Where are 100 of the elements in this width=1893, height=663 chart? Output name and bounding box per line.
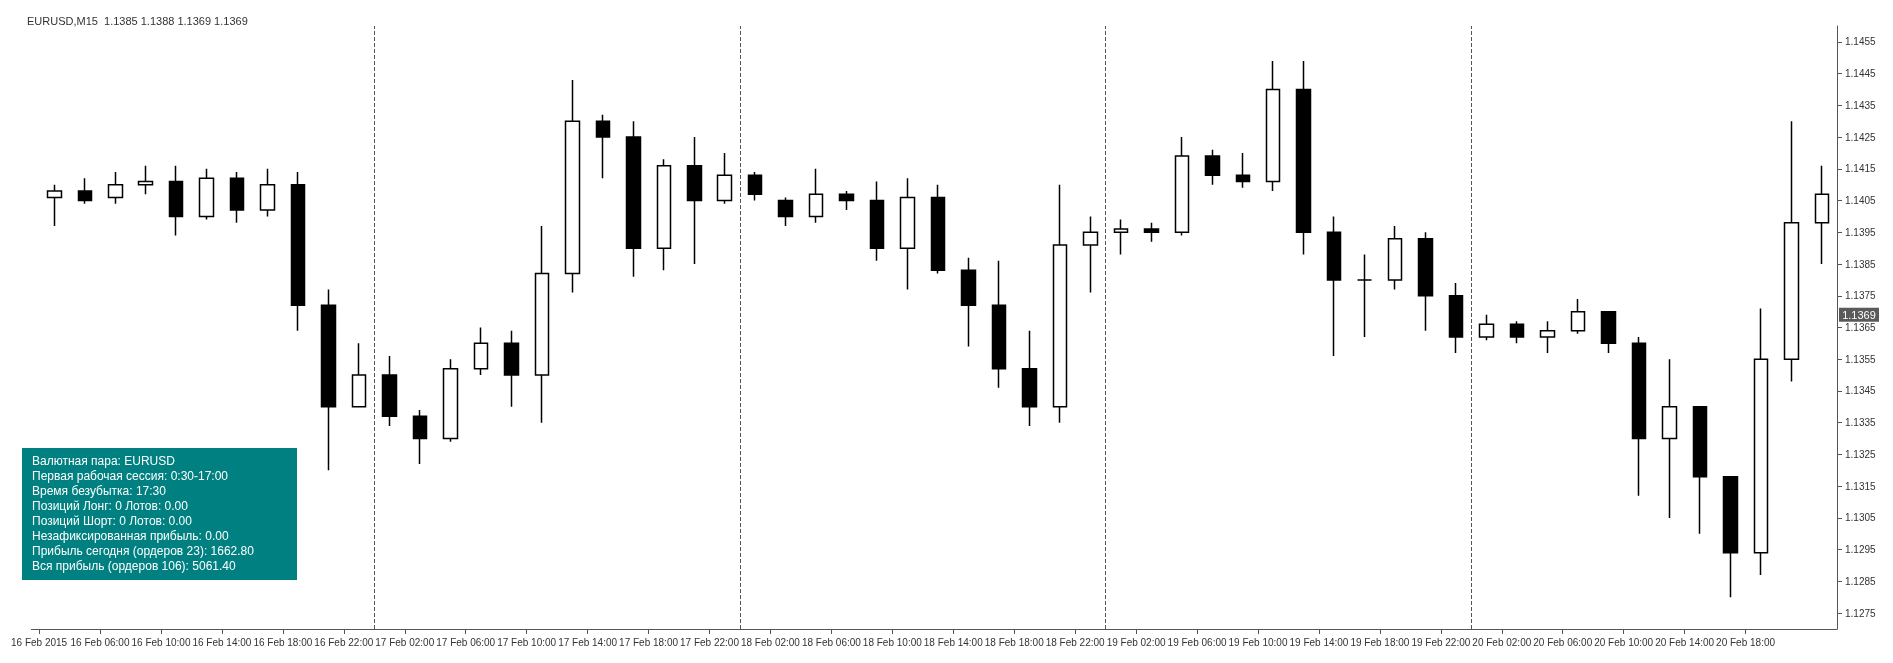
candlestick: [503, 329, 520, 408]
y-tick-label: 1.1395: [1845, 226, 1877, 238]
x-tick-label: 19 Feb 22:00: [1411, 636, 1471, 648]
y-tick-label: 1.1375: [1845, 290, 1877, 302]
candlestick: [1448, 282, 1464, 354]
x-tick-label: 16 Feb 14:00: [192, 636, 252, 648]
candlestick: [1814, 164, 1830, 265]
candlestick: [1692, 406, 1708, 535]
y-tick-label: 1.1415: [1845, 163, 1877, 175]
candlestick: [320, 288, 337, 472]
candlestick: [960, 256, 977, 348]
y-tick-label: 1.1305: [1845, 512, 1877, 524]
candlestick: [564, 79, 581, 294]
x-tick-label: 18 Feb 18:00: [984, 636, 1045, 648]
x-tick-label: 18 Feb 14:00: [923, 636, 984, 648]
candlestick: [716, 152, 733, 205]
candlestick: [1387, 225, 1403, 291]
x-tick-label: 19 Feb 06:00: [1167, 636, 1227, 648]
candlestick: [808, 168, 824, 224]
x-tick-label: 17 Feb 06:00: [436, 636, 496, 648]
y-tick-label: 1.1345: [1845, 385, 1877, 397]
x-tick-label: 17 Feb 02:00: [375, 636, 435, 648]
x-tick-label: 20 Feb 02:00: [1472, 636, 1532, 648]
candlestick: [1783, 120, 1800, 383]
candlestick: [1509, 320, 1525, 345]
annotation: Позиций Лонг: 0 Лотов: 0.00: [32, 499, 189, 514]
candlestick: [1265, 60, 1281, 192]
candlestick: [1235, 152, 1251, 189]
x-tick-label: 16 Feb 22:00: [314, 636, 374, 648]
y-tick-label: 1.1335: [1845, 417, 1877, 429]
chart-title: EURUSD,M15 1.1385 1.1388 1.1369 1.1369: [27, 14, 248, 27]
x-tick-label: 16 Feb 18:00: [253, 636, 313, 648]
candlestick: [991, 260, 1007, 389]
x-tick-label: 20 Feb 06:00: [1533, 636, 1593, 648]
candlestick: [259, 168, 276, 218]
x-tick-label: 17 Feb 10:00: [497, 636, 557, 648]
candlestick: [686, 136, 703, 265]
y-tick-label: 1.1405: [1845, 195, 1877, 207]
candlestick: [869, 180, 885, 262]
candlestick: [747, 171, 763, 202]
x-tick-label: 19 Feb 14:00: [1289, 636, 1349, 648]
candlestick: [229, 171, 245, 224]
candlestick: [899, 177, 916, 291]
candlestick: [838, 190, 855, 211]
x-tick-label: 16 Feb 06:00: [70, 636, 130, 648]
candlestick: [1021, 329, 1038, 427]
candlestick: [1600, 310, 1617, 354]
candlestick: [1204, 149, 1221, 186]
candlestick: [1174, 136, 1190, 237]
x-tick-label: 19 Feb 02:00: [1106, 636, 1167, 648]
candlestick: [625, 120, 642, 278]
candlestick: [534, 225, 550, 424]
candlestick: [1478, 314, 1495, 341]
x-tick-label: 18 Feb 02:00: [740, 636, 801, 648]
candlestick: [381, 355, 398, 427]
annotation: Прибыль сегодня (ордеров 23): 1662.80: [32, 544, 255, 559]
x-tick-label: 19 Feb 18:00: [1350, 636, 1410, 648]
y-tick-label: 1.1355: [1845, 353, 1877, 365]
annotation: Время безубытка: 17:30: [32, 484, 167, 499]
x-tick-label: 17 Feb 14:00: [558, 636, 618, 648]
y-tick-label: 1.1315: [1845, 480, 1877, 492]
y-tick-label: 1.1445: [1845, 68, 1877, 80]
candlestick: [656, 158, 672, 272]
candlestick: [137, 164, 154, 195]
candlestick: [1082, 215, 1099, 294]
annotation: Вся прибыль (ордеров 106): 5061.40: [32, 559, 237, 574]
candlestick: [168, 164, 184, 237]
x-tick-label: 16 Feb 2015: [10, 636, 68, 648]
x-tick-label: 19 Feb 10:00: [1228, 636, 1288, 648]
y-tick-label: 1.1435: [1845, 99, 1877, 111]
x-tick-label: 18 Feb 06:00: [801, 636, 862, 648]
candlestick: [473, 326, 489, 376]
x-tick-label: 17 Feb 22:00: [680, 636, 740, 648]
candlestick: [46, 183, 63, 227]
candlestick: [198, 168, 215, 221]
candlestick: [1295, 60, 1312, 256]
x-tick-label: 18 Feb 10:00: [862, 636, 923, 648]
candlestick: [77, 177, 93, 205]
candlestick: [1753, 307, 1769, 576]
candlestick: [107, 171, 124, 205]
y-tick-label: 1.1425: [1845, 131, 1877, 143]
candlestick: [595, 114, 611, 180]
candlestick: [1143, 222, 1160, 243]
candlestick: [1539, 320, 1556, 354]
candlestick: [777, 196, 794, 227]
candlestick: [412, 409, 428, 465]
x-tick-label: 20 Feb 18:00: [1716, 636, 1776, 648]
candlestick: [351, 342, 367, 408]
x-tick-label: 20 Feb 14:00: [1655, 636, 1715, 648]
annotation: Валютная пара: EURUSD: [32, 454, 176, 469]
y-tick-label: 1.1455: [1845, 36, 1877, 48]
annotation: 1.1369: [1842, 308, 1876, 321]
candlestick: [1052, 183, 1068, 424]
x-tick-label: 16 Feb 10:00: [131, 636, 191, 648]
y-tick-label: 1.1295: [1845, 544, 1877, 556]
y-tick-label: 1.1365: [1845, 322, 1877, 333]
y-tick-label: 1.1325: [1845, 448, 1877, 460]
candlestick: [290, 171, 306, 332]
annotation: Позиций Шорт: 0 Лотов: 0.00: [32, 514, 193, 529]
y-tick-label: 1.1385: [1845, 258, 1877, 270]
